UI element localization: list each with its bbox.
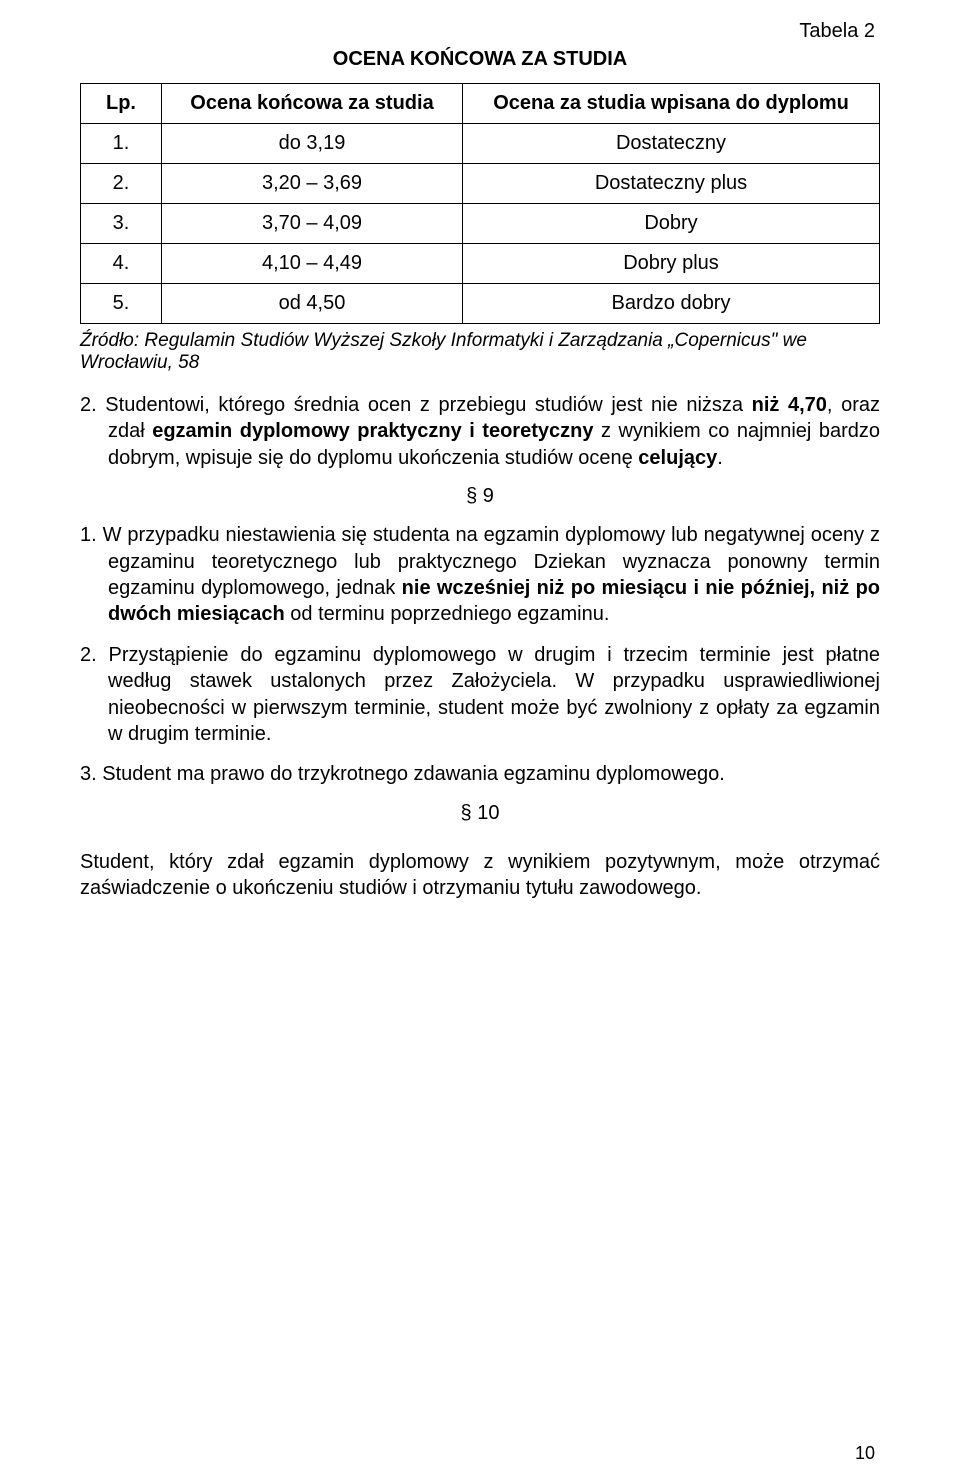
cell-range: od 4,50	[162, 284, 463, 324]
table-row: 5. od 4,50 Bardzo dobry	[81, 284, 880, 324]
final-paragraph: Student, który zdał egzamin dyplomowy z …	[80, 849, 880, 902]
page-number: 10	[855, 1443, 875, 1464]
table-title: OCENA KOŃCOWA ZA STUDIA	[80, 48, 880, 71]
cell-range: do 3,19	[162, 124, 463, 164]
col-lp: Lp.	[81, 84, 162, 124]
cell-grade: Dobry plus	[463, 244, 880, 284]
cell-lp: 5.	[81, 284, 162, 324]
item-number: 1.	[80, 524, 97, 546]
item-text: od terminu poprzedniego egzaminu.	[285, 603, 610, 625]
cell-range: 4,10 – 4,49	[162, 244, 463, 284]
table-row: 3. 3,70 – 4,09 Dobry	[81, 204, 880, 244]
cell-grade: Dostateczny	[463, 124, 880, 164]
table-header-row: Lp. Ocena końcowa za studia Ocena za stu…	[81, 84, 880, 124]
cell-grade: Dobry	[463, 204, 880, 244]
item-number: 3.	[80, 763, 97, 785]
item-number: 2.	[80, 644, 97, 666]
cell-lp: 4.	[81, 244, 162, 284]
table-row: 4. 4,10 – 4,49 Dobry plus	[81, 244, 880, 284]
table-row: 1. do 3,19 Dostateczny	[81, 124, 880, 164]
cell-lp: 1.	[81, 124, 162, 164]
item-number: 2.	[80, 394, 97, 416]
cell-lp: 2.	[81, 164, 162, 204]
table-row: 2. 3,20 – 3,69 Dostateczny plus	[81, 164, 880, 204]
bold-text: celujący	[638, 447, 717, 469]
item-text: Student ma prawo do trzykrotnego zdawani…	[102, 763, 725, 785]
cell-lp: 3.	[81, 204, 162, 244]
pre-section-list: 2. Studentowi, którego średnia ocen z pr…	[80, 392, 880, 471]
document-page: Tabela 2 OCENA KOŃCOWA ZA STUDIA Lp. Oce…	[0, 0, 960, 1484]
item-text: Studentowi, którego średnia ocen z przeb…	[105, 394, 751, 416]
cell-grade: Bardzo dobry	[463, 284, 880, 324]
list-item: 2. Przystąpienie do egzaminu dyplomowego…	[80, 642, 880, 748]
list-item: 2. Studentowi, którego średnia ocen z pr…	[80, 392, 880, 471]
col-range: Ocena końcowa za studia	[162, 84, 463, 124]
table-label: Tabela 2	[799, 20, 875, 43]
bold-text: egzamin dyplomowy praktyczny i teoretycz…	[152, 420, 593, 442]
cell-grade: Dostateczny plus	[463, 164, 880, 204]
cell-range: 3,20 – 3,69	[162, 164, 463, 204]
list-item: 1. W przypadku niestawienia się studenta…	[80, 522, 880, 628]
section-9-mark: § 9	[80, 485, 880, 508]
list-item: 3. Student ma prawo do trzykrotnego zdaw…	[80, 761, 880, 787]
source-line: Źródło: Regulamin Studiów Wyższej Szkoły…	[80, 330, 880, 374]
section-10-mark: § 10	[80, 802, 880, 825]
cell-range: 3,70 – 4,09	[162, 204, 463, 244]
item-text: Przystąpienie do egzaminu dyplomowego w …	[108, 644, 880, 745]
section-9-list: 1. W przypadku niestawienia się studenta…	[80, 522, 880, 788]
col-grade: Ocena za studia wpisana do dyplomu	[463, 84, 880, 124]
bold-text: niż 4,70	[752, 394, 827, 416]
grades-table: Lp. Ocena końcowa za studia Ocena za stu…	[80, 83, 880, 324]
item-text: .	[717, 447, 723, 469]
